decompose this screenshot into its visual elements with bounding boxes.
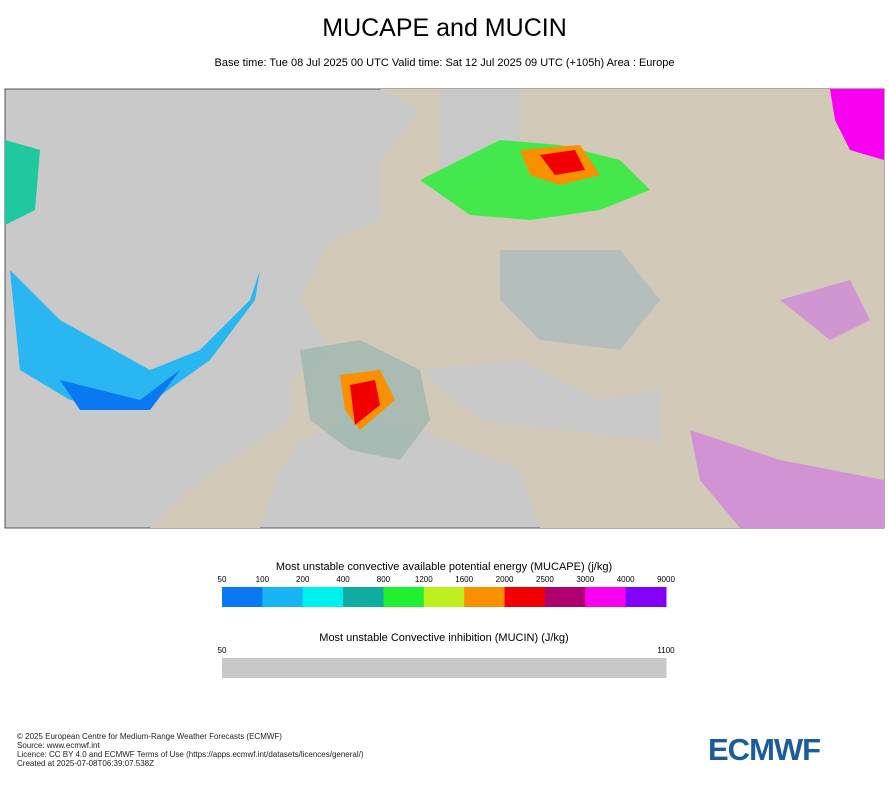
footer-line: © 2025 European Centre for Medium-Range … [17,732,282,741]
footer-line: Created at 2025-07-08T06:39:07.538Z [17,759,154,768]
tick-label: 400 [336,575,350,584]
color-block [625,587,667,607]
color-block [222,658,667,678]
tick-label: 1600 [455,575,473,584]
color-block [343,587,384,607]
map [4,88,885,529]
color-block [585,587,627,607]
tick-label: 9000 [657,575,675,584]
tick-label: 1100 [657,646,675,655]
tick-label: 100 [256,575,270,584]
tick-label: 4000 [617,575,635,584]
legend-title: Most unstable convective available poten… [276,561,612,573]
tick-label: 3000 [576,575,594,584]
color-block [464,587,506,607]
logo: ECMWF [708,732,821,767]
legend-title: Most unstable Convective inhibition (MUC… [319,632,568,644]
tick-label: 2000 [496,575,514,584]
color-block [383,587,425,607]
color-block [544,587,586,607]
tick-label: 1200 [415,575,433,584]
tick-label: 200 [296,575,310,584]
color-block [222,587,263,607]
color-block [302,587,344,607]
footer-line: Licence: CC BY 4.0 and ECMWF Terms of Us… [17,750,364,759]
tick-label: 50 [218,646,227,655]
subtitle: Base time: Tue 08 Jul 2025 00 UTC Valid … [214,57,675,69]
tick-label: 2500 [536,575,554,584]
color-block [262,587,304,607]
footer-line: Source: www.ecmwf.int [17,741,100,750]
tick-label: 50 [218,575,227,584]
title: MUCAPE and MUCIN [322,14,567,42]
color-block [504,587,546,607]
tick-label: 800 [377,575,391,584]
color-block [423,587,465,607]
